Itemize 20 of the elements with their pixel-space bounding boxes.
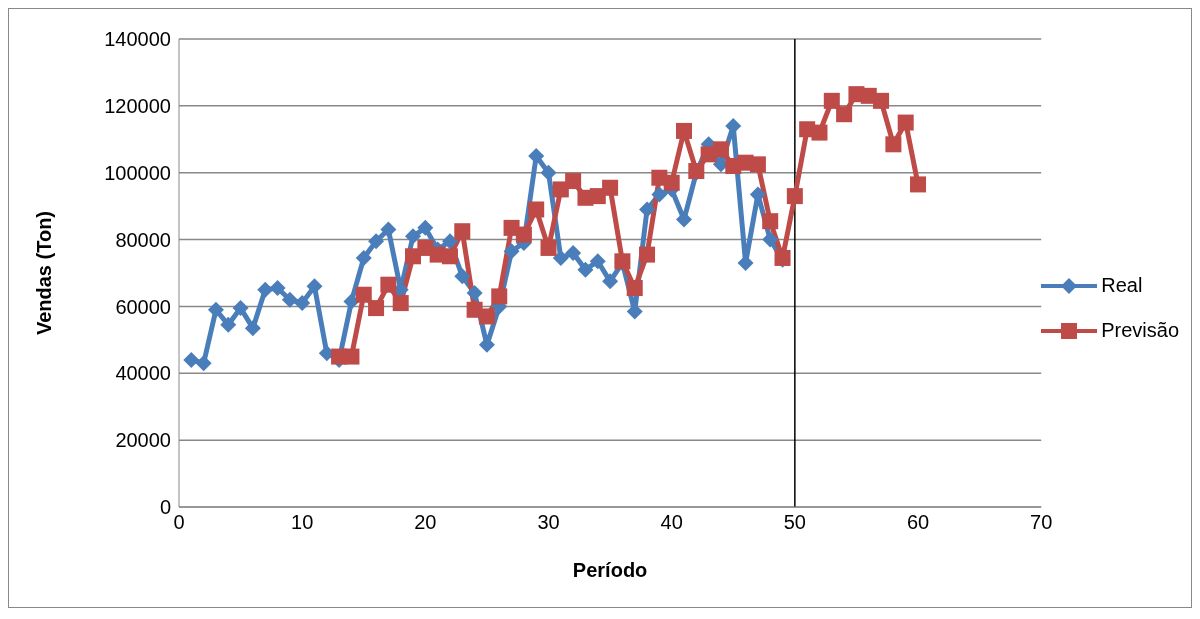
x-tick-label: 20	[414, 511, 437, 534]
y-tick-label: 0	[159, 496, 171, 519]
x-tick-label: 0	[173, 511, 185, 534]
y-tick-label: 100000	[104, 161, 171, 184]
x-tick-label: 70	[1030, 511, 1053, 534]
y-tick-label: 140000	[104, 28, 171, 51]
x-tick-label: 40	[660, 511, 683, 534]
y-tick-label: 60000	[115, 295, 171, 318]
x-tick-label: 60	[906, 511, 930, 534]
y-axis-title: Vendas (Ton)	[33, 210, 56, 336]
legend-label: Real	[1101, 274, 1143, 297]
y-tick-label: 40000	[115, 362, 171, 385]
x-tick-label: 10	[291, 511, 314, 534]
y-tick-label: 20000	[115, 429, 171, 452]
legend-label: Previsão	[1101, 319, 1179, 342]
y-tick-label: 80000	[115, 228, 171, 251]
x-tick-label: 30	[537, 511, 560, 534]
y-tick-label: 120000	[104, 94, 171, 117]
x-tick-label: 50	[783, 511, 806, 534]
x-axis-title: Período	[572, 559, 648, 581]
